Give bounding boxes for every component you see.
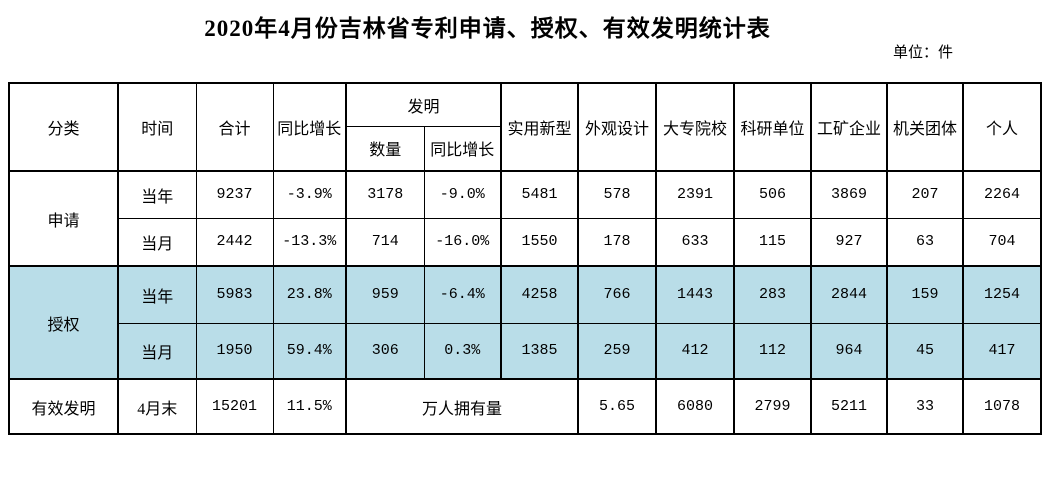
- data-cell: 5481: [500, 170, 580, 219]
- header-colleges: 大专院校: [655, 82, 736, 172]
- data-cell: 2442: [195, 217, 274, 267]
- header-invention-group: 发明: [345, 82, 503, 127]
- unit-label: 单位：件: [893, 45, 954, 61]
- data-cell: 1550: [500, 217, 580, 267]
- time-cell: 当月: [117, 217, 197, 267]
- data-cell: -9.0%: [423, 170, 503, 219]
- data-cell: 1254: [962, 265, 1042, 324]
- data-cell: 2264: [962, 170, 1042, 219]
- data-cell: 412: [655, 322, 736, 380]
- header-time: 时间: [117, 82, 197, 172]
- data-cell: 178: [577, 217, 658, 267]
- data-cell: 259: [577, 322, 658, 380]
- data-cell: 5.65: [577, 378, 658, 435]
- data-cell: 9237: [195, 170, 274, 219]
- footer-label: 有效发明: [8, 378, 119, 435]
- statistics-table: 分类 时间 合计 同比增长 发明 实用新型 外观设计 大专院校 科研单位 工矿企…: [8, 82, 1043, 435]
- header-agencies: 机关团体: [886, 82, 965, 172]
- data-cell: 112: [733, 322, 813, 380]
- data-cell: 1950: [195, 322, 274, 380]
- header-row-2: 数量 同比增长: [9, 125, 1041, 172]
- data-cell: 306: [345, 322, 425, 380]
- data-cell: 964: [810, 322, 889, 380]
- data-cell: 417: [962, 322, 1042, 380]
- data-cell: 1443: [655, 265, 736, 324]
- data-cell: 2391: [655, 170, 736, 219]
- data-cell: -16.0%: [423, 217, 503, 267]
- header-research-units: 科研单位: [733, 82, 813, 172]
- data-cell: 927: [810, 217, 889, 267]
- data-cell: 63: [886, 217, 965, 267]
- data-cell: 59.4%: [272, 322, 347, 380]
- row-apply-month: 当月 2442 -13.3% 714 -16.0% 1550 178 633 1…: [9, 217, 1042, 267]
- group-label-apply: 申请: [8, 170, 119, 267]
- header-yoy: 同比增长: [272, 82, 347, 172]
- data-cell: 0.3%: [423, 322, 503, 380]
- data-cell: 207: [886, 170, 965, 219]
- data-cell: 11.5%: [272, 378, 347, 435]
- data-cell: 1385: [500, 322, 580, 380]
- data-cell: -13.3%: [272, 217, 347, 267]
- data-cell: 6080: [655, 378, 736, 435]
- header-design: 外观设计: [577, 82, 658, 172]
- header-category: 分类: [8, 82, 119, 172]
- time-cell: 当年: [117, 170, 197, 219]
- page-title: 2020年4月份吉林省专利申请、授权、有效发明统计表: [204, 16, 771, 41]
- header-invention-yoy: 同比增长: [423, 125, 503, 172]
- data-cell: 283: [733, 265, 813, 324]
- data-cell: 5983: [195, 265, 274, 324]
- data-cell: 704: [962, 217, 1042, 267]
- data-cell: 115: [733, 217, 813, 267]
- row-grant-year: 授权 当年 5983 23.8% 959 -6.4% 4258 766 1443…: [8, 265, 1042, 380]
- header-invention-count: 数量: [345, 125, 425, 172]
- row-grant-month: 当月 1950 59.4% 306 0.3% 1385 259 412 112 …: [9, 322, 1042, 380]
- data-cell: 959: [345, 265, 425, 324]
- row-apply-year: 申请 当年 9237 -3.9% 3178 -9.0% 5481 578 239…: [8, 170, 1042, 267]
- header-row-1: 分类 时间 合计 同比增长 发明 实用新型 外观设计 大专院校 科研单位 工矿企…: [8, 82, 1042, 172]
- data-cell: 5211: [810, 378, 889, 435]
- data-cell: 633: [655, 217, 736, 267]
- time-cell: 当年: [117, 265, 197, 324]
- data-cell: 15201: [195, 378, 274, 435]
- time-cell: 当月: [117, 322, 197, 380]
- data-cell: 4258: [500, 265, 580, 324]
- data-cell: 1078: [962, 378, 1042, 435]
- data-cell: 23.8%: [272, 265, 347, 324]
- data-cell: 766: [577, 265, 658, 324]
- per-capita-label-cell: 万人拥有量: [345, 378, 580, 435]
- header-total: 合计: [195, 82, 274, 172]
- data-cell: 33: [886, 378, 965, 435]
- row-valid-invention: 有效发明 4月末 15201 11.5% 万人拥有量 5.65 6080 279…: [8, 378, 1042, 435]
- data-cell: 3178: [345, 170, 425, 219]
- group-label-grant: 授权: [8, 265, 119, 380]
- data-cell: 159: [886, 265, 965, 324]
- data-cell: 578: [577, 170, 658, 219]
- data-cell: 3869: [810, 170, 889, 219]
- data-cell: -3.9%: [272, 170, 347, 219]
- header-utility-model: 实用新型: [500, 82, 580, 172]
- data-cell: 2844: [810, 265, 889, 324]
- data-cell: 45: [886, 322, 965, 380]
- time-cell: 4月末: [117, 378, 197, 435]
- data-cell: 714: [345, 217, 425, 267]
- data-cell: 2799: [733, 378, 813, 435]
- data-cell: -6.4%: [423, 265, 503, 324]
- header-individuals: 个人: [962, 82, 1042, 172]
- data-cell: 506: [733, 170, 813, 219]
- header-enterprises: 工矿企业: [810, 82, 889, 172]
